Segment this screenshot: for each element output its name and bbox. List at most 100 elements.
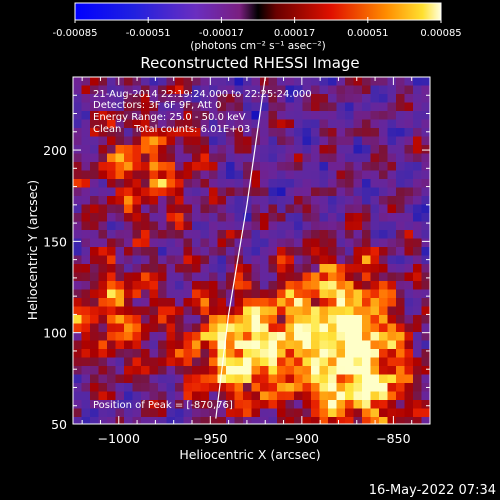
heatmap-cell <box>200 281 210 291</box>
heatmap-cell <box>285 400 295 410</box>
heatmap-cell <box>362 289 372 299</box>
heatmap-cell <box>132 366 142 376</box>
heatmap-cell <box>175 315 185 325</box>
heatmap-cell <box>158 383 168 393</box>
heatmap-cell <box>362 136 372 146</box>
heatmap-cell <box>90 128 100 138</box>
heatmap-cell <box>387 255 397 265</box>
heatmap-cell <box>251 323 261 333</box>
heatmap-cell <box>421 366 430 376</box>
heatmap-cell <box>166 374 176 384</box>
heatmap-cell <box>115 128 125 138</box>
heatmap-cell <box>285 366 295 376</box>
heatmap-cell <box>302 187 312 197</box>
heatmap-cell <box>413 349 423 359</box>
heatmap-cell <box>311 391 321 401</box>
heatmap-cell <box>90 306 100 316</box>
heatmap-cell <box>200 128 210 138</box>
heatmap-cell <box>294 162 304 172</box>
heatmap-cell <box>209 281 219 291</box>
heatmap-cell <box>353 77 363 87</box>
heatmap-cell <box>200 153 210 163</box>
heatmap-cell <box>166 340 176 350</box>
heatmap-cell <box>413 383 423 393</box>
heatmap-cell <box>345 315 355 325</box>
heatmap-cell <box>217 102 227 112</box>
heatmap-cell <box>98 196 108 206</box>
heatmap-cell <box>396 196 406 206</box>
heatmap-cell <box>243 315 253 325</box>
heatmap-cell <box>73 162 83 172</box>
heatmap-cell <box>243 145 253 155</box>
heatmap-cell <box>234 102 244 112</box>
heatmap-cell <box>387 247 397 257</box>
heatmap-cell <box>387 128 397 138</box>
heatmap-cell <box>379 255 389 265</box>
heatmap-cell <box>328 153 338 163</box>
heatmap-cell <box>396 85 406 95</box>
heatmap-cell <box>285 417 295 424</box>
heatmap-cell <box>302 349 312 359</box>
heatmap-cell <box>379 85 389 95</box>
heatmap-cell <box>158 408 168 418</box>
heatmap-cell <box>285 238 295 248</box>
heatmap-cell <box>158 153 168 163</box>
heatmap-cell <box>217 77 227 87</box>
heatmap-cell <box>124 349 134 359</box>
heatmap-cell <box>175 213 185 223</box>
heatmap-cell <box>107 315 117 325</box>
heatmap-cell <box>353 145 363 155</box>
heatmap-cell <box>311 306 321 316</box>
heatmap-cell <box>328 340 338 350</box>
heatmap-cell <box>149 136 159 146</box>
heatmap-cell <box>183 298 193 308</box>
heatmap-cell <box>149 315 159 325</box>
heatmap-cell <box>370 145 380 155</box>
heatmap-cell <box>328 408 338 418</box>
heatmap-cell <box>158 315 168 325</box>
heatmap-cell <box>243 272 253 282</box>
heatmap-cell <box>234 400 244 410</box>
heatmap-cell <box>328 306 338 316</box>
heatmap-cell <box>149 408 159 418</box>
heatmap-cell <box>243 349 253 359</box>
heatmap-cell <box>268 128 278 138</box>
heatmap-cell <box>90 374 100 384</box>
heatmap-cell <box>234 187 244 197</box>
heatmap-cell <box>132 187 142 197</box>
heatmap-cell <box>328 119 338 129</box>
heatmap-cell <box>200 111 210 121</box>
heatmap-cell <box>319 136 329 146</box>
heatmap-cell <box>370 238 380 248</box>
heatmap-cell <box>166 298 176 308</box>
heatmap-cell <box>234 340 244 350</box>
heatmap-cell <box>379 128 389 138</box>
heatmap-cell <box>268 153 278 163</box>
heatmap-cell <box>328 247 338 257</box>
heatmap-cell <box>175 383 185 393</box>
heatmap-cell <box>277 196 287 206</box>
heatmap-cell <box>285 306 295 316</box>
heatmap-cell <box>107 272 117 282</box>
heatmap-cell <box>90 111 100 121</box>
heatmap-cell <box>149 289 159 299</box>
heatmap-cell <box>98 315 108 325</box>
heatmap-cell <box>396 323 406 333</box>
heatmap-cell <box>268 332 278 342</box>
heatmap-cell <box>387 417 397 424</box>
heatmap-cell <box>209 179 219 189</box>
heatmap-cell <box>166 417 176 424</box>
heatmap-cell <box>73 332 83 342</box>
heatmap-cell <box>404 136 414 146</box>
heatmap-cell <box>158 85 168 95</box>
heatmap-cell <box>175 374 185 384</box>
heatmap-cell <box>81 77 91 87</box>
heatmap-cell <box>285 315 295 325</box>
heatmap-cell <box>260 366 270 376</box>
heatmap-cell <box>404 102 414 112</box>
heatmap-cell <box>396 332 406 342</box>
heatmap-cell <box>336 119 346 129</box>
heatmap-cell <box>243 187 253 197</box>
heatmap-cell <box>396 77 406 87</box>
heatmap-cell <box>345 128 355 138</box>
